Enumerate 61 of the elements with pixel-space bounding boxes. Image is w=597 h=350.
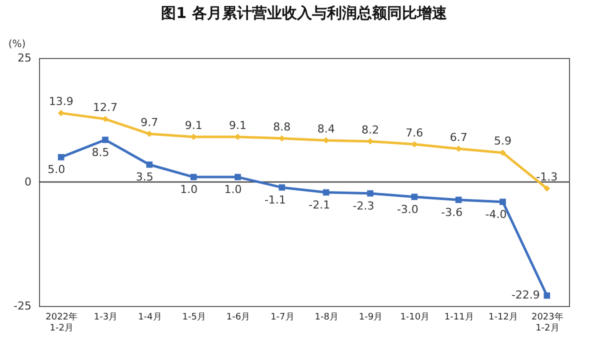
data-label: -1.1 bbox=[264, 193, 286, 206]
data-label: -3.0 bbox=[396, 202, 418, 216]
point bbox=[322, 189, 330, 196]
chart-title: 图1 各月累计营业收入与利润总额同比增速 bbox=[161, 4, 448, 22]
data-label: 3.5 bbox=[136, 170, 154, 184]
data-label: 12.7 bbox=[93, 101, 118, 114]
x-tick-label: 2023年 1-2月 bbox=[531, 312, 564, 334]
y-axis-title: (%) bbox=[8, 39, 26, 50]
data-label: -4.0 bbox=[485, 208, 507, 221]
data-label: -2.1 bbox=[308, 198, 330, 212]
point bbox=[500, 198, 506, 206]
data-label: 6.7 bbox=[450, 130, 468, 144]
data-label: 7.6 bbox=[406, 126, 424, 140]
point bbox=[278, 184, 286, 191]
x-tick-label: 1-7月 bbox=[270, 312, 294, 322]
point bbox=[455, 146, 462, 152]
data-label: 8.4 bbox=[317, 122, 335, 136]
point bbox=[58, 154, 64, 160]
x-tick-label: 1-11月 bbox=[444, 312, 474, 322]
y-tick-label: 0 bbox=[24, 176, 32, 188]
y-tick-label: 25 bbox=[18, 52, 32, 64]
data-label: 9.1 bbox=[184, 118, 202, 132]
point bbox=[411, 141, 418, 148]
point bbox=[102, 136, 108, 144]
data-label: 9.7 bbox=[140, 116, 158, 129]
x-tick-label: 1-3月 bbox=[94, 312, 118, 322]
point bbox=[102, 116, 108, 122]
x-tick-label: 1-9月 bbox=[358, 312, 383, 322]
x-tick-label: 1-8月 bbox=[314, 312, 338, 322]
point bbox=[544, 185, 550, 192]
data-label: -22.9 bbox=[511, 288, 540, 302]
point bbox=[146, 161, 153, 168]
point bbox=[58, 110, 64, 116]
data-label: -3.6 bbox=[441, 206, 463, 219]
data-label: -2.3 bbox=[352, 199, 374, 212]
point bbox=[190, 174, 197, 180]
x-tick-label: 1-6月 bbox=[226, 312, 250, 322]
data-label: 1.0 bbox=[180, 183, 198, 196]
point bbox=[146, 130, 153, 138]
data-label: 8.2 bbox=[362, 123, 379, 136]
point bbox=[455, 196, 462, 204]
point bbox=[234, 174, 241, 180]
point bbox=[411, 194, 418, 200]
data-label: 5.0 bbox=[48, 163, 66, 176]
point bbox=[234, 134, 241, 140]
x-tick-label: 1-12月 bbox=[488, 312, 518, 322]
y-tick-label: -25 bbox=[14, 300, 32, 312]
point bbox=[278, 135, 286, 142]
data-label: 8.5 bbox=[92, 146, 110, 159]
point bbox=[544, 292, 550, 299]
data-label: -1.3 bbox=[536, 170, 558, 184]
x-tick-label: 2022年 1-2月 bbox=[46, 312, 78, 334]
data-label: 1.0 bbox=[224, 183, 242, 196]
x-tick-label: 1-10月 bbox=[400, 312, 430, 322]
x-tick-label: 1-4月 bbox=[138, 312, 162, 322]
x-tick-label: 1-5月 bbox=[182, 312, 206, 322]
data-label: 9.1 bbox=[229, 118, 246, 132]
data-label: 5.9 bbox=[494, 134, 512, 148]
data-label: 8.8 bbox=[273, 120, 291, 134]
data-label: 13.9 bbox=[48, 95, 74, 108]
point bbox=[367, 190, 374, 197]
